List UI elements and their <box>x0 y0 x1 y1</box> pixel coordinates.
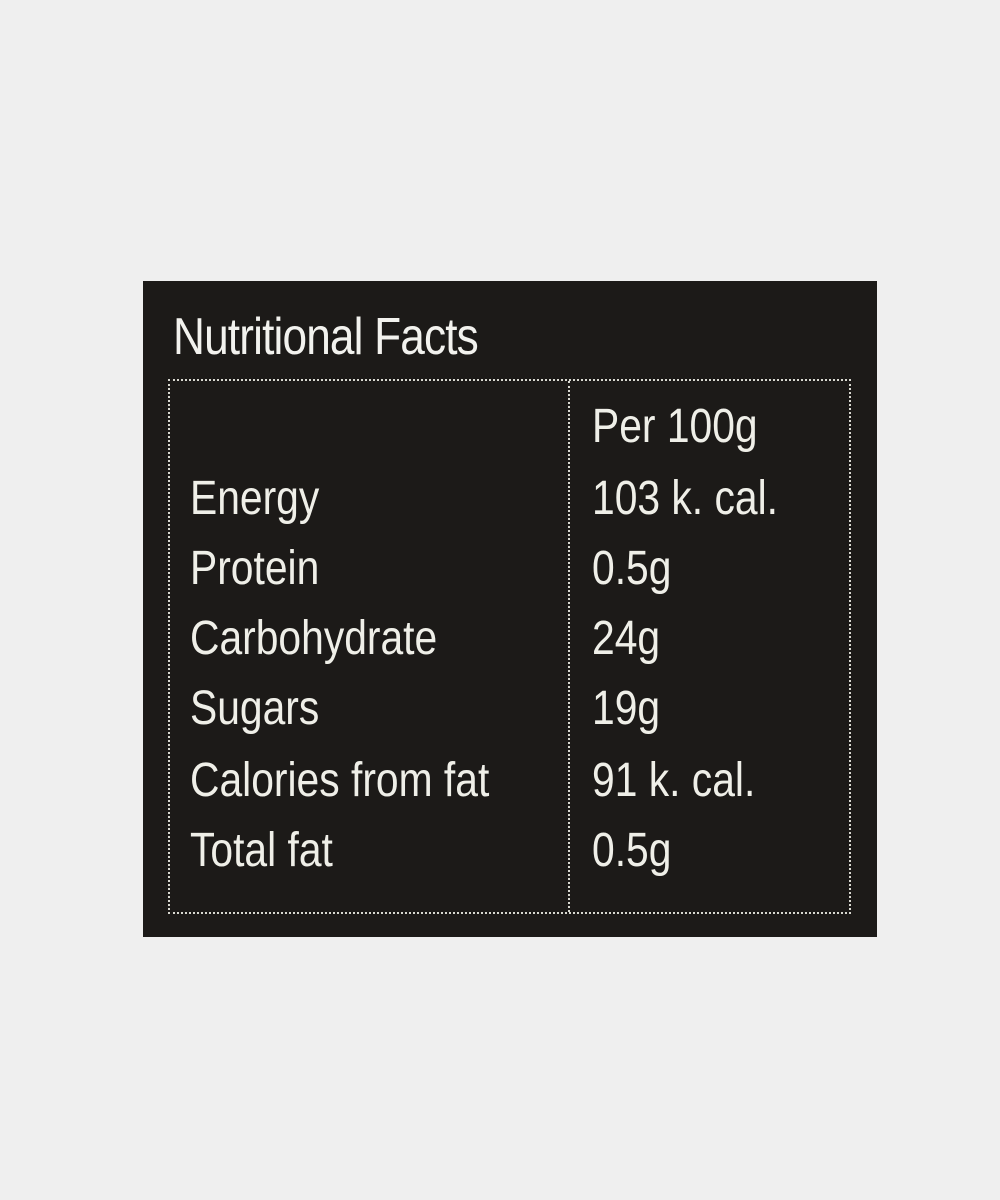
nutrient-value: 19g <box>592 682 661 735</box>
nutrient-name: Protein <box>190 542 320 595</box>
nutrient-name: Carbohydrate <box>190 612 438 665</box>
table-row: Sugars 19g <box>170 681 849 751</box>
nutrition-label: Nutritional Facts Per 100g Energy 103 k. … <box>143 281 877 937</box>
nutrient-value: 0.5g <box>592 542 672 595</box>
nutrient-value: 24g <box>592 612 661 665</box>
nutrient-name: Total fat <box>190 824 333 877</box>
table-row: Calories from fat 91 k. cal. <box>170 753 849 823</box>
header-row: Per 100g <box>170 399 849 469</box>
nutrient-name: Calories from fat <box>190 754 490 807</box>
nutrient-value: 103 k. cal. <box>592 472 778 525</box>
nutrient-value: 91 k. cal. <box>592 754 756 807</box>
table-row: Carbohydrate 24g <box>170 611 849 681</box>
nutrition-table: Per 100g Energy 103 k. cal. Protein 0.5g C… <box>168 379 851 914</box>
nutrient-name: Sugars <box>190 682 320 735</box>
column-divider <box>568 381 570 912</box>
nutrient-value: 0.5g <box>592 824 672 877</box>
per-100g-header: Per 100g <box>592 400 758 453</box>
table-row: Total fat 0.5g <box>170 823 849 893</box>
label-title: Nutritional Facts <box>173 308 479 366</box>
table-row: Energy 103 k. cal. <box>170 471 849 541</box>
nutrient-name: Energy <box>190 472 320 525</box>
table-row: Protein 0.5g <box>170 541 849 611</box>
